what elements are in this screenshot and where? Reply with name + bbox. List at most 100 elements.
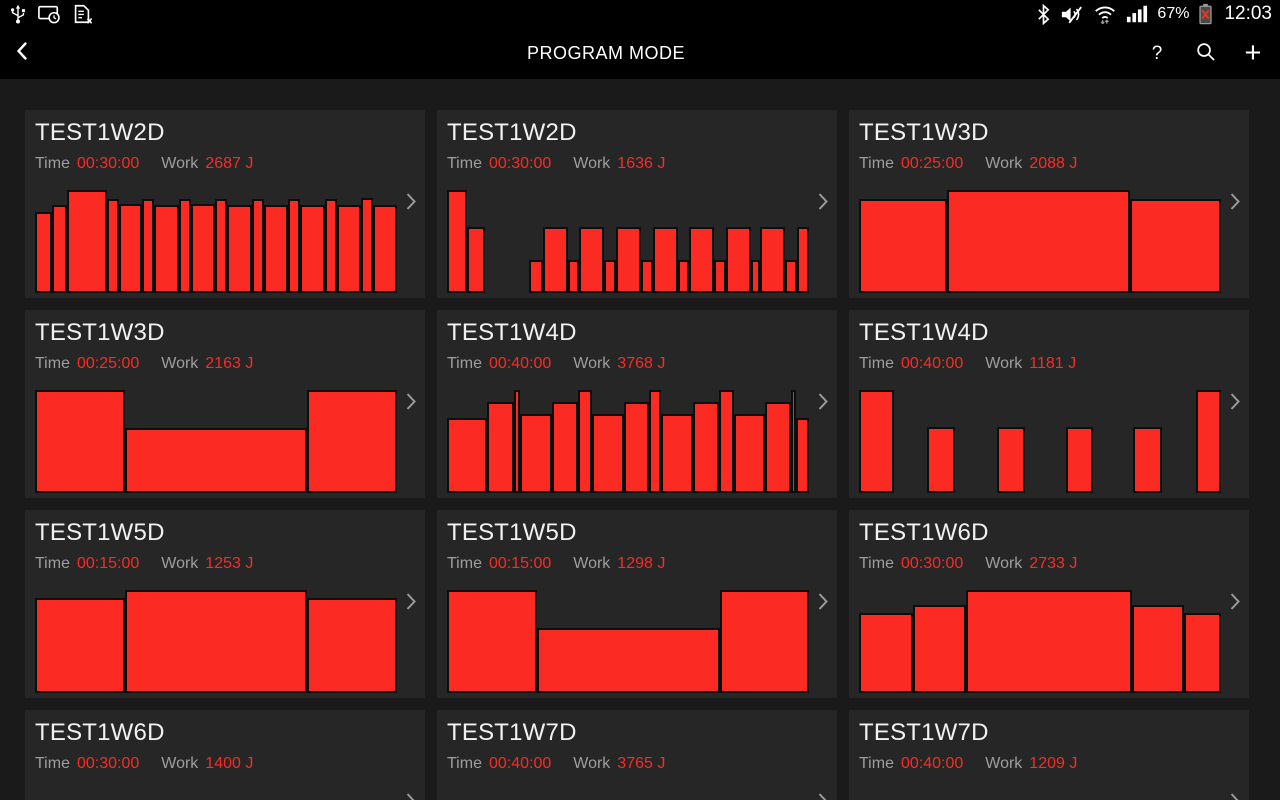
work-value: 2163 J	[205, 354, 254, 372]
interval-bar	[714, 260, 727, 293]
sim-missing-icon	[70, 3, 94, 25]
program-card[interactable]: TEST1W4D Time 00:40:00 Work 3768 J	[437, 310, 837, 498]
interval-gap	[1162, 492, 1196, 493]
time-value: 00:15:00	[76, 554, 140, 572]
status-clock: 12:03	[1224, 3, 1272, 24]
card-title: TEST1W3D	[35, 319, 165, 346]
interval-chart	[447, 390, 809, 493]
page-title: PROGRAM MODE	[526, 43, 686, 63]
interval-bar	[106, 199, 119, 293]
interval-bar	[513, 390, 521, 493]
program-card[interactable]: TEST1W5D Time 00:15:00 Work 1298 J	[437, 510, 837, 698]
work-value: 2687 J	[205, 154, 254, 172]
interval-bar	[859, 390, 894, 493]
interval-bar	[689, 227, 715, 293]
interval-bar	[124, 428, 308, 493]
work-value: 1209 J	[1029, 754, 1078, 772]
add-button[interactable]: +	[1236, 32, 1270, 76]
time-label: Time	[35, 154, 70, 172]
program-card[interactable]: TEST1W7D Time 00:40:00 Work 3765 J	[437, 710, 837, 800]
work-label: Work	[985, 554, 1023, 572]
time-value: 00:40:00	[900, 354, 964, 372]
card-title: TEST1W5D	[447, 519, 577, 546]
card-meta: Time 00:40:00 Work 1209 J	[859, 755, 1249, 773]
interval-bar	[678, 260, 689, 293]
card-title: TEST1W5D	[35, 519, 165, 546]
card-title: TEST1W4D	[859, 319, 989, 346]
program-card[interactable]: TEST1W2D Time 00:30:00 Work 2687 J	[25, 110, 425, 298]
chevron-right-icon	[1229, 392, 1241, 417]
work-value: 1253 J	[205, 554, 254, 572]
usb-icon	[8, 3, 28, 25]
program-card[interactable]: TEST1W3D Time 00:25:00 Work 2088 J	[849, 110, 1249, 298]
interval-bar	[118, 204, 143, 293]
interval-bar	[692, 402, 719, 493]
card-meta: Time 00:40:00 Work 3765 J	[447, 755, 837, 773]
work-label: Work	[161, 554, 199, 572]
chevron-right-icon	[817, 192, 829, 217]
time-label: Time	[859, 554, 894, 572]
interval-bar	[1132, 605, 1184, 693]
program-card[interactable]: TEST1W6D Time 00:30:00 Work 1400 J	[25, 710, 425, 800]
interval-bar	[759, 227, 785, 293]
interval-bar	[623, 402, 649, 493]
interval-chart	[859, 190, 1221, 293]
program-grid[interactable]: TEST1W2D Time 00:30:00 Work 2687 J TEST1W2D…	[0, 79, 1280, 800]
interval-bar	[1130, 199, 1221, 293]
interval-chart	[447, 190, 809, 293]
chevron-right-icon	[405, 192, 417, 217]
time-label: Time	[35, 354, 70, 372]
work-label: Work	[161, 354, 199, 372]
back-button[interactable]	[0, 28, 44, 79]
program-card[interactable]: TEST1W6D Time 00:30:00 Work 2733 J	[849, 510, 1249, 698]
time-value: 00:30:00	[76, 154, 140, 172]
signal-icon	[1126, 4, 1148, 24]
time-label: Time	[447, 554, 482, 572]
work-value: 1636 J	[617, 154, 666, 172]
help-button[interactable]: ?	[1140, 32, 1174, 76]
chevron-right-icon	[405, 392, 417, 417]
interval-bar	[35, 211, 53, 293]
work-label: Work	[985, 754, 1023, 772]
work-label: Work	[573, 554, 611, 572]
card-title: TEST1W7D	[859, 719, 989, 746]
card-title: TEST1W6D	[35, 719, 165, 746]
program-card[interactable]: TEST1W2D Time 00:30:00 Work 1636 J	[437, 110, 837, 298]
time-label: Time	[447, 354, 482, 372]
interval-bar	[324, 199, 337, 293]
work-label: Work	[161, 754, 199, 772]
interval-chart	[35, 790, 397, 800]
work-label: Work	[573, 354, 611, 372]
interval-bar	[965, 590, 1133, 693]
card-meta: Time 00:25:00 Work 2088 J	[859, 155, 1249, 173]
card-title: TEST1W4D	[447, 319, 577, 346]
interval-chart	[859, 590, 1221, 693]
interval-bar	[718, 390, 734, 493]
interval-gap	[1025, 492, 1066, 493]
interval-bar	[859, 612, 914, 693]
status-right-icons: 67% 12:03	[1036, 3, 1272, 25]
program-card[interactable]: TEST1W7D Time 00:40:00 Work 1209 J	[849, 710, 1249, 800]
interval-chart	[35, 590, 397, 693]
program-card[interactable]: TEST1W3D Time 00:25:00 Work 2163 J	[25, 310, 425, 498]
interval-bar	[190, 204, 216, 293]
chevron-right-icon	[1229, 592, 1241, 617]
program-card[interactable]: TEST1W4D Time 00:40:00 Work 1181 J	[849, 310, 1249, 498]
interval-bar	[67, 190, 107, 293]
interval-bar	[751, 260, 760, 293]
search-button[interactable]	[1188, 32, 1222, 76]
program-card[interactable]: TEST1W5D Time 00:15:00 Work 1253 J	[25, 510, 425, 698]
interval-bar	[603, 260, 616, 293]
work-value: 1400 J	[205, 754, 254, 772]
interval-bar	[537, 628, 720, 693]
time-value: 00:15:00	[488, 554, 552, 572]
back-chevron-icon	[13, 39, 31, 68]
time-value: 00:25:00	[76, 354, 140, 372]
interval-bar	[1065, 427, 1093, 493]
work-value: 2088 J	[1029, 154, 1078, 172]
status-bar: 67% 12:03	[0, 0, 1280, 28]
card-meta: Time 00:15:00 Work 1253 J	[35, 555, 425, 573]
interval-bar	[288, 199, 301, 293]
time-label: Time	[35, 554, 70, 572]
chevron-right-icon	[817, 792, 829, 800]
